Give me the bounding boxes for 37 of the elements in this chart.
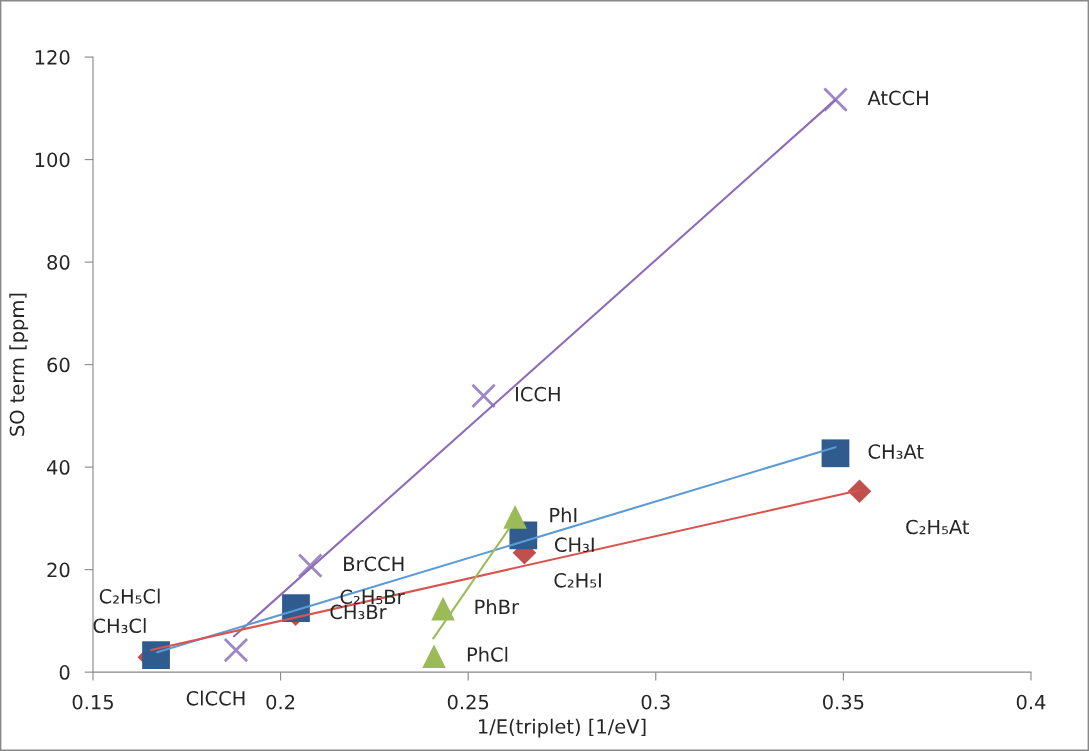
annotation: PhBr <box>475 599 519 614</box>
annotation: CH₃Cl <box>93 618 146 634</box>
annotation: C₂H₅Cl <box>99 588 160 604</box>
y-tick-label: 20 <box>47 562 70 578</box>
point <box>142 641 170 670</box>
point <box>471 383 497 409</box>
x-axis-title: 1/E(triplet) [1/eV] <box>478 718 646 738</box>
point <box>223 637 249 663</box>
y-tick-label: 0 <box>59 665 70 680</box>
x-tick-label: 0.3 <box>641 694 670 710</box>
annotation: CH₃I <box>554 537 594 553</box>
annotation: CH₃Br <box>330 604 387 620</box>
x-tick-label: 0.15 <box>72 694 113 710</box>
y-axis-title: SO term [ppm] <box>9 293 29 436</box>
annotation: BrCCH <box>344 556 404 572</box>
y-tick-label: 100 <box>35 152 70 168</box>
point <box>422 644 446 669</box>
y-tick-label: 120 <box>35 50 70 65</box>
x-tick-label: 0.2 <box>266 694 295 710</box>
point <box>503 505 527 529</box>
y-tick-label: 40 <box>46 460 70 475</box>
point <box>821 439 850 468</box>
annotation: C₂H₅I <box>554 572 601 588</box>
x-tick-label: 0.25 <box>447 694 489 710</box>
annotation: AtCCH <box>867 90 928 106</box>
annotation: PhCl <box>467 646 508 662</box>
y-tick-label: 80 <box>47 255 70 270</box>
x-tick-label: 0.4 <box>1016 694 1046 710</box>
annotation: C₂H₅At <box>906 519 969 535</box>
annotation: ICCH <box>516 386 560 402</box>
point <box>847 479 872 503</box>
text: ClCCH <box>186 690 245 706</box>
x-tick-label: 0.35 <box>823 694 864 710</box>
point <box>297 553 323 579</box>
annotation: PhI <box>550 507 577 523</box>
y-tick-label: 60 <box>47 357 70 373</box>
annotation: CH₃At <box>868 444 924 459</box>
